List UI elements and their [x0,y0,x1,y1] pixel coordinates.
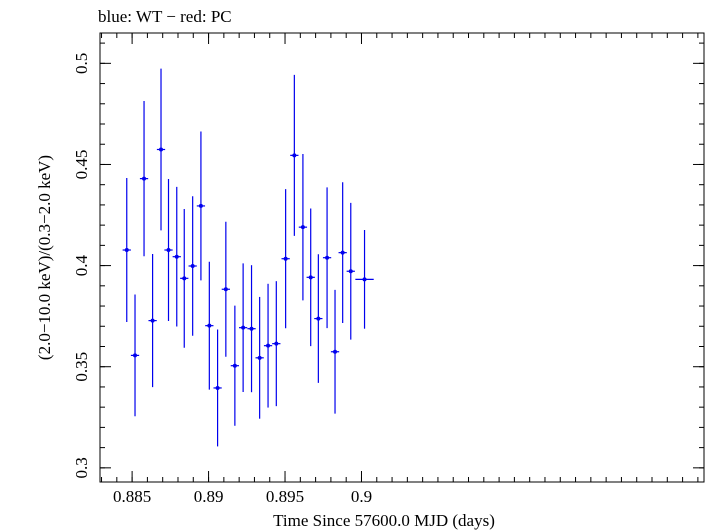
data-point [314,254,323,383]
data-point [172,186,181,327]
data-point [272,281,281,407]
data-point [156,68,166,231]
data-point [188,196,197,336]
data-marker [223,287,228,292]
data-marker [241,325,246,330]
data-point [255,296,264,419]
data-marker [325,255,330,260]
data-point [355,229,374,329]
data-point [330,289,340,414]
data-point [139,100,149,257]
data-marker [124,248,129,253]
data-marker [150,318,155,323]
data-point [196,131,206,281]
data-marker [190,263,195,268]
data-marker [198,203,203,208]
plot-frame [99,32,705,483]
data-point [306,208,315,347]
y-tick-label: 0.4 [72,254,91,276]
y-tick-label: 0.35 [72,352,91,382]
data-marker [308,275,313,280]
x-tick-label: 0.895 [266,487,304,506]
data-point [290,74,299,236]
data-marker [283,256,288,261]
data-points [122,68,374,447]
data-marker [207,323,212,328]
data-point [247,265,256,393]
axis-ticks: 0.885 0.89 0.895 0.9 0.3 0.35 0.4 0.45 0.5 [72,33,704,506]
chart-title: blue: WT − red: PC [98,7,232,26]
data-point [205,261,214,390]
data-marker [257,355,262,360]
data-point [322,187,332,329]
data-marker [215,385,220,390]
data-marker [166,248,171,253]
data-point [122,178,131,323]
data-marker [316,316,321,321]
data-point [230,305,239,426]
x-tick-label: 0.89 [194,487,224,506]
y-axis-label: (2.0−10.0 keV)/(0.3−2.0 keV) [35,155,54,360]
data-point [238,263,248,392]
data-point [221,221,230,357]
y-tick-label: 0.3 [72,457,91,478]
data-marker [333,349,338,354]
y-tick-label: 0.45 [72,150,91,180]
data-marker [174,254,179,259]
x-tick-label: 0.9 [351,487,372,506]
data-marker [142,176,147,181]
y-tick-label: 0.5 [72,53,91,74]
data-point [338,182,347,324]
data-point [180,208,189,348]
data-marker [159,147,164,152]
data-point [263,283,273,408]
data-point [148,254,157,388]
data-marker [292,153,297,158]
data-marker [182,276,187,281]
data-marker [249,326,254,331]
data-marker [133,353,138,358]
data-point [213,329,222,447]
data-marker [362,277,367,282]
data-point [346,202,355,340]
data-point [281,189,290,329]
data-point [130,294,140,417]
data-marker [232,363,237,368]
data-marker [266,343,271,348]
data-marker [348,269,353,274]
data-marker [340,250,345,255]
data-marker [300,225,305,230]
data-point [164,179,173,322]
series-wt [122,68,374,447]
x-axis-label: Time Since 57600.0 MJD (days) [273,511,495,530]
data-marker [274,341,279,346]
x-tick-label: 0.885 [113,487,151,506]
data-point [298,153,308,301]
